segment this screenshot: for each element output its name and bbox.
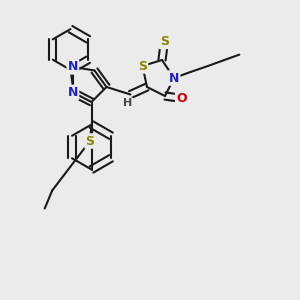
Text: N: N: [169, 71, 179, 85]
Text: N: N: [68, 60, 78, 74]
Text: N: N: [68, 86, 78, 99]
Text: O: O: [176, 92, 187, 105]
Text: H: H: [123, 98, 132, 109]
Text: S: S: [138, 59, 147, 73]
Text: S: S: [160, 35, 169, 48]
Text: S: S: [85, 134, 94, 148]
